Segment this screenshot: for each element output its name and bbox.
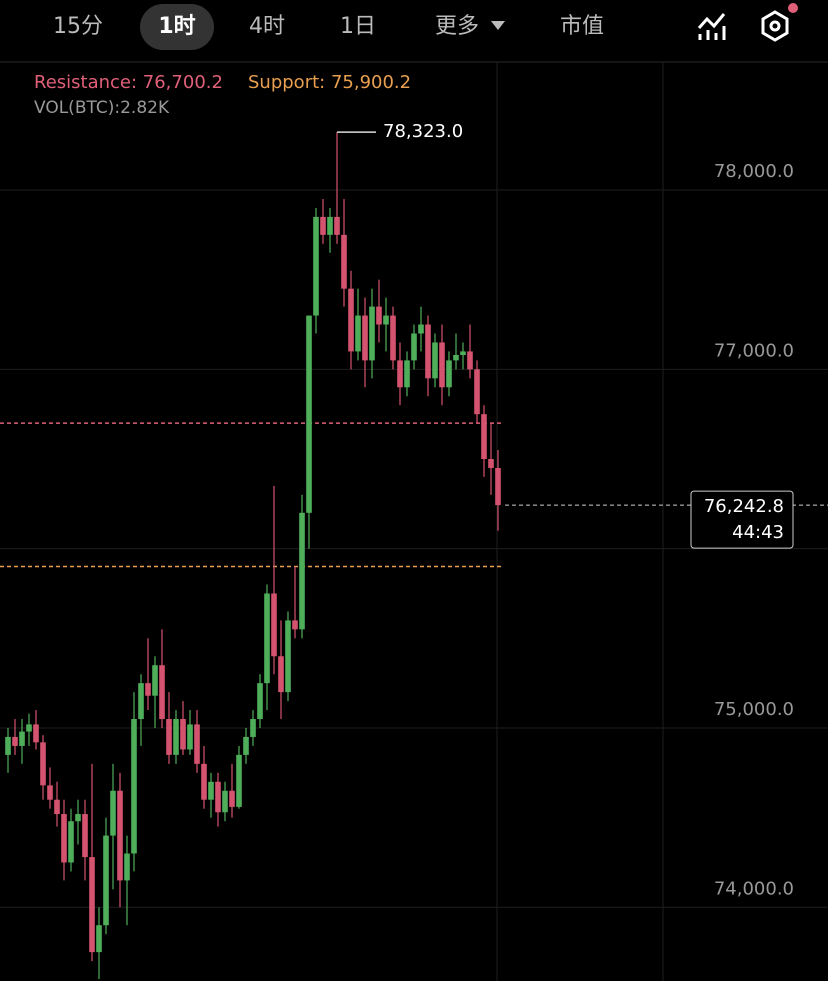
candle-body: [390, 315, 396, 361]
candle-body: [495, 467, 501, 506]
last-price-label: 76,242.8: [704, 496, 784, 517]
candle-body: [292, 620, 298, 630]
volume-label: VOL(BTC):2.82K: [34, 98, 170, 118]
tab-selected-bg: [140, 4, 214, 50]
candle-body: [89, 857, 95, 953]
indicator-icon[interactable]: [697, 13, 726, 40]
candle-body: [19, 731, 25, 746]
candle-body: [425, 324, 431, 379]
candle-body: [12, 736, 18, 746]
tab[interactable]: 4时: [249, 14, 285, 39]
tab[interactable]: 市值: [560, 14, 604, 39]
candle-body: [222, 790, 228, 813]
candle-body: [5, 736, 11, 755]
candle-body: [313, 216, 319, 316]
tab[interactable]: 1日: [340, 14, 376, 39]
candle-body: [488, 459, 494, 468]
candle-body: [467, 351, 473, 370]
candle-body: [320, 216, 326, 235]
resistance-label: Resistance: 76,700.2: [34, 72, 223, 93]
candle-body: [439, 342, 445, 388]
candle-body: [96, 925, 102, 953]
candle-body: [348, 288, 354, 352]
y-tick-label: 78,000.0: [714, 161, 794, 182]
candle-body: [243, 736, 249, 755]
candle-body: [418, 324, 424, 334]
candle-body: [474, 369, 480, 415]
candle-body: [250, 719, 256, 737]
candle-body: [481, 414, 487, 460]
candle-body: [180, 719, 186, 750]
candle-body: [47, 785, 53, 800]
y-tick-label: 74,000.0: [714, 878, 794, 899]
y-tick-label: 77,000.0: [714, 340, 794, 361]
candle-body: [110, 790, 116, 836]
candle-body: [229, 790, 235, 807]
countdown: 44:43: [732, 522, 784, 543]
candle-body: [75, 814, 81, 822]
candle-body: [355, 315, 361, 352]
candle-body: [383, 315, 389, 325]
candle-body: [208, 781, 214, 800]
candle-body: [159, 665, 165, 720]
candle-body: [411, 333, 417, 361]
candle-body: [103, 835, 109, 926]
candle-body: [376, 306, 382, 325]
candle-body: [215, 781, 221, 813]
candle-body: [68, 821, 74, 863]
tab[interactable]: 15分: [53, 14, 103, 39]
tab[interactable]: 1时: [158, 14, 195, 39]
settings-icon[interactable]: [761, 3, 798, 42]
candle-body: [306, 315, 312, 513]
candle-body: [26, 724, 32, 732]
candle-body: [138, 683, 144, 720]
candle-body: [61, 814, 67, 863]
candle-body: [152, 665, 158, 696]
candle-body: [278, 656, 284, 693]
candle-body: [117, 790, 123, 881]
candle-body: [145, 683, 151, 696]
candle-body: [173, 719, 179, 755]
y-tick-label: 75,000.0: [714, 699, 794, 720]
candle-body: [397, 360, 403, 388]
candle-body: [299, 512, 305, 630]
dropdown-arrow[interactable]: [491, 21, 505, 30]
tab[interactable]: 更多: [435, 14, 479, 39]
candle-body: [201, 763, 207, 800]
candle-body: [82, 814, 88, 858]
candle-body: [327, 216, 333, 235]
candle-body: [194, 724, 200, 764]
candle-body: [446, 360, 452, 388]
high-label: 78,323.0: [383, 121, 463, 142]
candle-body: [362, 315, 368, 361]
price-box: [690, 490, 794, 549]
candle-body: [166, 719, 172, 755]
candle-body: [369, 306, 375, 361]
candle-body: [285, 620, 291, 693]
candle-body: [54, 799, 60, 815]
candle-body: [432, 342, 438, 379]
support-label: Support: 75,900.2: [248, 72, 411, 93]
candle-body: [453, 355, 459, 361]
candle-body: [187, 724, 193, 750]
candle-body: [341, 234, 347, 289]
vertical-grid: [496, 62, 664, 981]
candle-body: [131, 719, 137, 854]
candle-body: [257, 683, 263, 720]
candle-body: [404, 360, 410, 388]
candle-body: [271, 593, 277, 657]
candle-body: [40, 742, 46, 786]
candle-body: [236, 754, 242, 807]
candle-body: [334, 216, 340, 235]
candle-body: [460, 351, 466, 356]
candle-body: [264, 593, 270, 684]
candle-body: [124, 853, 130, 881]
candle-body: [33, 724, 39, 743]
